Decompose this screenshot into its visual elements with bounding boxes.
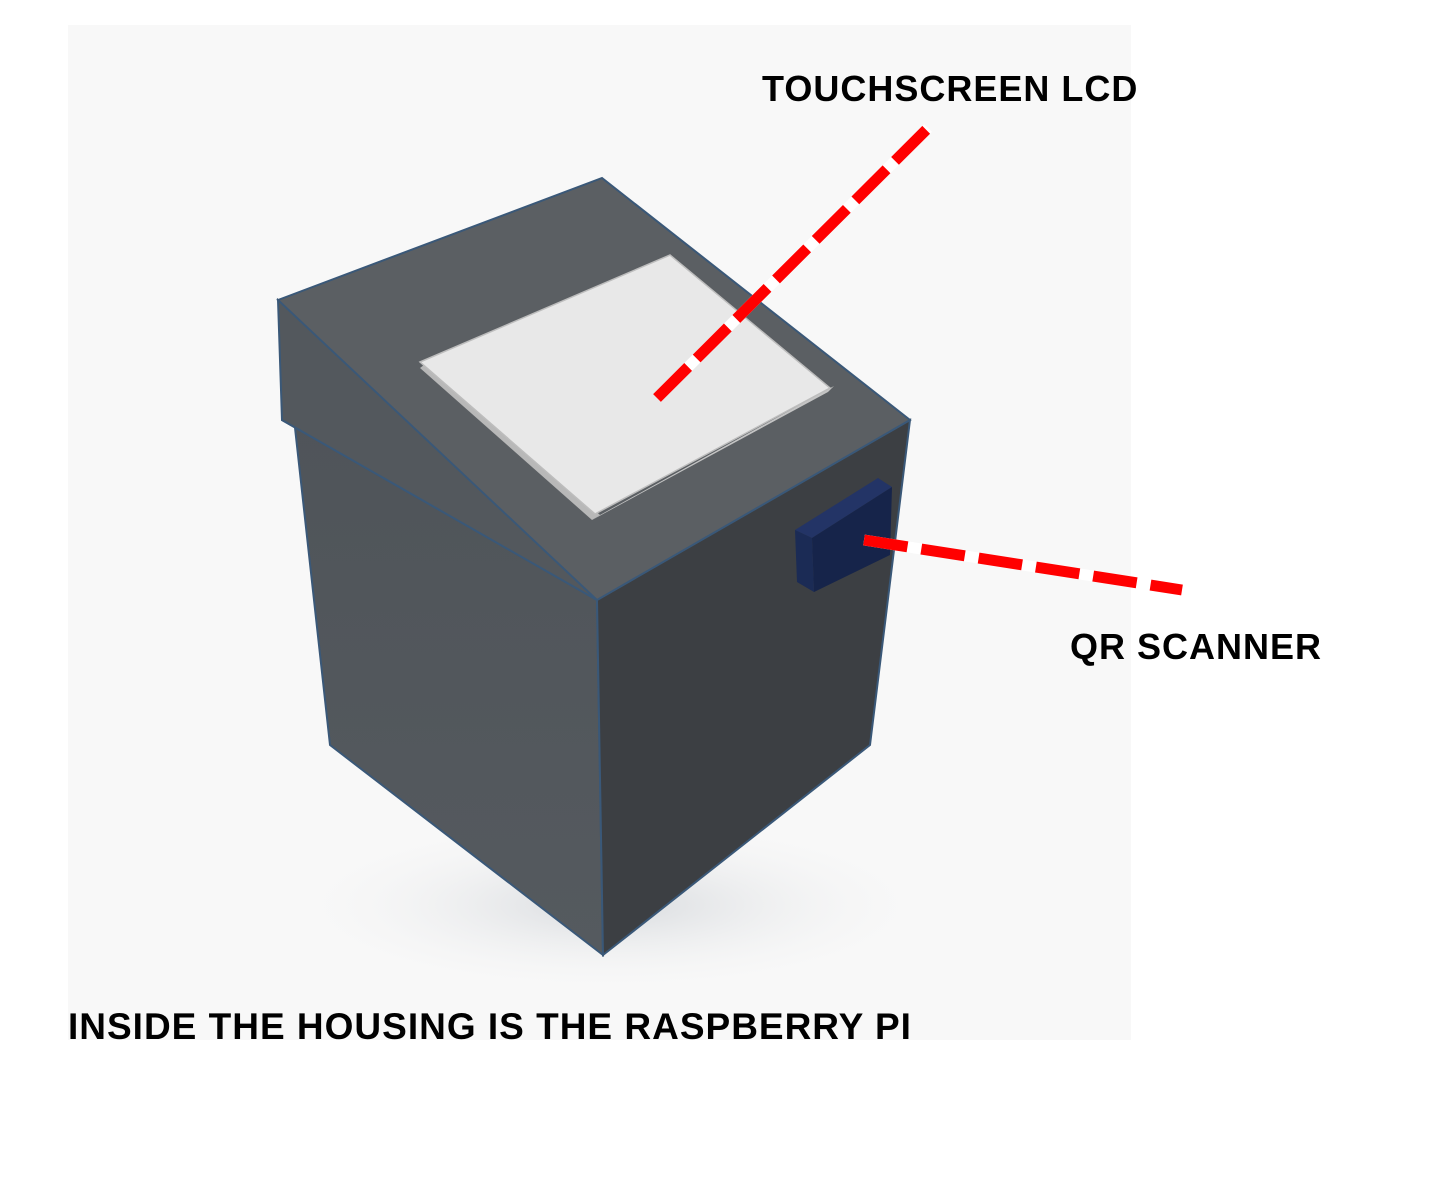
- qr-leader-line: [863, 534, 1183, 596]
- housing-caption: INSIDE THE HOUSING IS THE RASPBERRY PI: [68, 1006, 912, 1047]
- qr-leader-dashes: [863, 534, 1183, 596]
- scanner-front: [812, 487, 892, 592]
- touchscreen-icon: [418, 254, 834, 520]
- touchscreen-bezel-bottom: [592, 386, 834, 520]
- touchscreen-leader-line: [653, 124, 932, 402]
- qr-scanner-icon: [795, 478, 892, 592]
- touchscreen-leader-dashes: [653, 124, 932, 402]
- scanner-side: [795, 530, 814, 592]
- qr-scanner-label: QR SCANNER: [1070, 626, 1323, 667]
- touchscreen-label: TOUCHSCREEN LCD: [762, 68, 1139, 109]
- touchscreen-surface: [418, 254, 832, 515]
- scanner-top: [795, 478, 892, 538]
